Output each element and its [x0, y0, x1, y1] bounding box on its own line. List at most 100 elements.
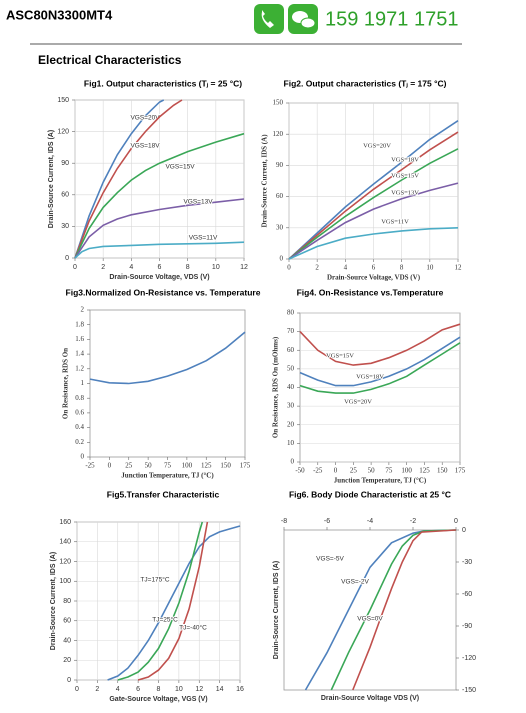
y-tick-label: 120 — [57, 128, 69, 135]
series-label: VGS=18V — [356, 373, 384, 380]
y-tick-label: 1.2 — [75, 364, 84, 372]
chart-title: Fig4. On-Resistance vs.Temperature — [297, 287, 444, 297]
x-tick-label: 175 — [455, 467, 466, 475]
series-label: VGS=15V — [391, 172, 419, 179]
series-line — [288, 182, 459, 260]
series-label: VGS=20V — [344, 398, 372, 405]
x-tick-label: 0 — [73, 264, 77, 271]
y-tick-label: 0 — [280, 255, 284, 263]
series-label: VGS=-5V — [316, 556, 344, 563]
y-tick-label: 90 — [276, 161, 284, 169]
series-line — [74, 99, 183, 259]
series-line — [74, 198, 245, 259]
x-tick-label: 10 — [212, 264, 220, 271]
series-label: VGS=20V — [363, 142, 391, 149]
x-tick-label: 4 — [116, 686, 120, 693]
y-tick-label: 60 — [63, 618, 71, 625]
series-line — [107, 525, 241, 681]
part-number: ASC80N3300MT4 — [6, 7, 113, 22]
series-line — [288, 227, 459, 260]
x-tick-label: 150 — [220, 462, 231, 470]
series-label: VGS=15V — [326, 352, 354, 359]
y-tick-label: 150 — [57, 97, 69, 104]
x-tick-label: 0 — [287, 264, 291, 272]
x-tick-label: 6 — [158, 264, 162, 271]
series-line — [288, 120, 459, 260]
y-axis-label: On Resistance, RDS On (mOhms) — [272, 336, 280, 438]
y-tick-label: -30 — [462, 559, 472, 566]
x-tick-label: 125 — [419, 467, 430, 475]
x-tick-label: 100 — [182, 462, 193, 470]
x-tick-label: -50 — [295, 467, 305, 475]
y-tick-label: 120 — [273, 130, 284, 138]
x-tick-label: 12 — [195, 686, 203, 693]
x-tick-label: 8 — [186, 264, 190, 271]
x-tick-label: 2 — [95, 686, 99, 693]
x-tick-label: 25 — [350, 467, 358, 475]
y-tick-label: 1.4 — [75, 350, 84, 358]
x-tick-label: 0 — [75, 686, 79, 693]
series-label: VGS=13V — [183, 199, 213, 206]
y-tick-label: -60 — [462, 591, 472, 598]
y-tick-label: 50 — [287, 364, 295, 372]
y-tick-label: 150 — [273, 99, 284, 107]
y-tick-label: 0 — [67, 677, 71, 684]
y-tick-label: 0 — [291, 458, 295, 466]
y-axis-label: Drain-Source Current, IDS (A) — [261, 134, 269, 228]
y-tick-label: -150 — [462, 687, 476, 694]
x-tick-label: 14 — [216, 686, 224, 693]
x-tick-label: 10 — [426, 264, 434, 272]
wechat-bubble — [300, 17, 316, 29]
y-tick-label: 30 — [61, 223, 69, 230]
x-tick-label: -25 — [313, 467, 323, 475]
y-tick-label: 60 — [276, 192, 284, 200]
x-tick-label: 50 — [145, 462, 153, 470]
phone-number: 159 1971 1751 — [325, 8, 458, 30]
y-tick-label: 10 — [287, 439, 295, 447]
x-tick-label: 0 — [454, 518, 458, 525]
x-tick-label: 4 — [344, 264, 348, 272]
y-tick-label: 1.8 — [75, 320, 84, 328]
x-tick-label: 125 — [201, 462, 212, 470]
series-label: VGS=11V — [381, 218, 409, 225]
series-line — [299, 336, 461, 387]
x-tick-label: 8 — [157, 686, 161, 693]
series-label: VGS=11V — [189, 235, 218, 242]
x-tick-label: 75 — [164, 462, 172, 470]
y-tick-label: 0 — [462, 527, 466, 534]
y-axis-label: Drain-Source Current, IDS (A) — [50, 552, 57, 650]
y-tick-label: 2 — [81, 306, 85, 314]
x-tick-label: 2 — [101, 264, 105, 271]
series-label: TJ=-40°C — [179, 624, 207, 632]
section-title: Electrical Characteristics — [38, 53, 182, 67]
series-line — [299, 342, 461, 394]
series-line — [288, 131, 459, 260]
y-tick-label: 80 — [287, 309, 295, 317]
series-label: VGS=15V — [165, 164, 195, 171]
y-tick-label: 120 — [59, 558, 71, 565]
chart-title: Fig2. Output characteristics (Tⱼ = 175 °… — [284, 78, 447, 88]
x-tick-label: 25 — [125, 462, 133, 470]
y-tick-label: 60 — [61, 192, 69, 199]
x-axis-label: Gate-Source Voltage, VGS (V) — [109, 696, 207, 703]
x-tick-label: 10 — [175, 686, 183, 693]
series-line — [74, 99, 165, 259]
x-tick-label: 0 — [334, 467, 338, 475]
x-tick-label: 8 — [400, 264, 404, 272]
x-tick-label: 75 — [385, 467, 393, 475]
x-tick-label: -2 — [410, 518, 416, 525]
series-label: VGS=18V — [130, 143, 160, 150]
x-axis-label: Junction Temperature, TJ (°C) — [334, 477, 427, 485]
x-tick-label: 6 — [136, 686, 140, 693]
x-tick-label: -6 — [324, 518, 330, 525]
series-line — [299, 323, 461, 366]
series-line — [117, 521, 204, 681]
x-tick-label: 0 — [108, 462, 112, 470]
series-line — [74, 241, 245, 259]
x-tick-label: 12 — [240, 264, 248, 271]
x-axis-label: Drain-Source Voltage, VDS (V) — [327, 274, 421, 282]
y-axis-label: Drain-Source Current, IDS (A) — [48, 130, 55, 228]
y-axis-label: On Resistance, RDS On — [62, 348, 70, 419]
y-tick-label: 1.6 — [75, 335, 84, 343]
